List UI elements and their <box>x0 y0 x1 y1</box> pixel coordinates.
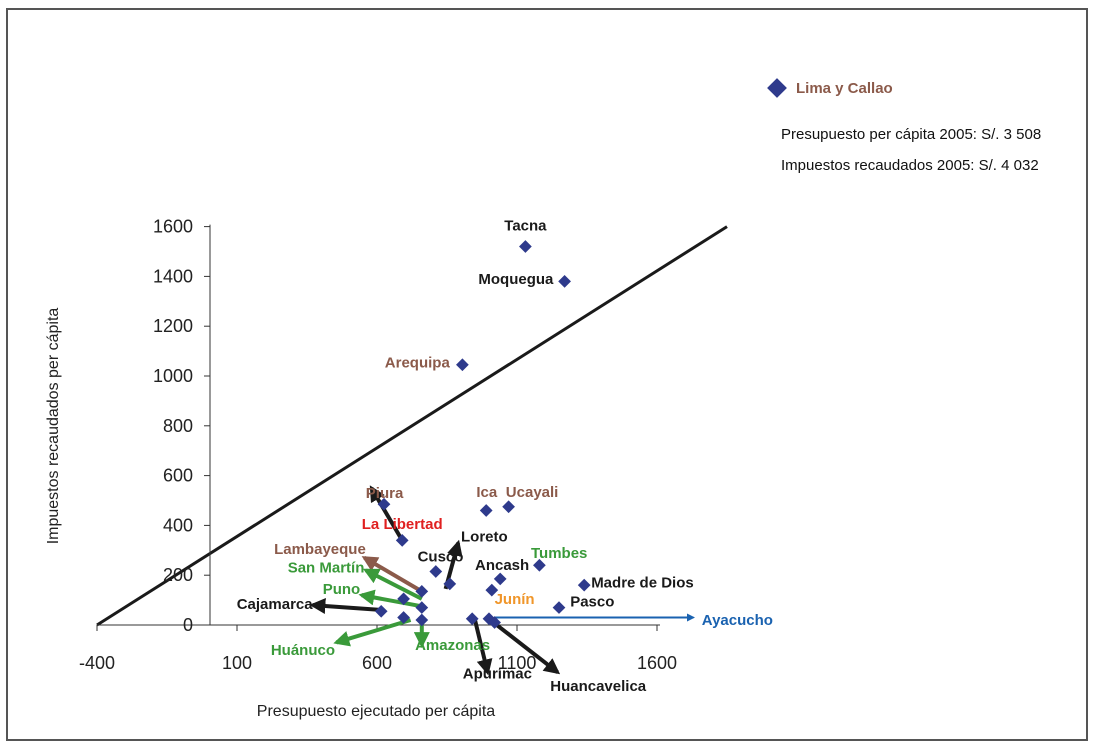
direction-arrow <box>473 619 493 676</box>
labels-group: Tacna Moquegua Arequipa Piura Ica Ucayali La L… <box>237 217 773 695</box>
axes-group: 0 200 400 600 800 1000 1200 1400 1600 -400 100 600 1… <box>79 217 677 673</box>
y-tick-label: 200 <box>163 565 193 585</box>
point-label: Arequipa <box>385 354 451 371</box>
point-marker <box>377 497 391 511</box>
point-label: Tacna <box>504 217 547 234</box>
y-tick-label: 1000 <box>153 366 193 386</box>
x-axis-label: Presupuesto ejecutado per cápita <box>257 703 495 720</box>
outlier-note-budget: Presupuesto per cápita 2005: S/. 3 508 <box>781 126 1041 143</box>
chart-frame <box>6 8 1088 741</box>
point-marker <box>493 572 507 586</box>
reference-line <box>96 225 728 627</box>
point-label: Loreto <box>461 529 508 546</box>
direction-arrow <box>489 618 561 675</box>
y-tick-label: 0 <box>183 615 193 635</box>
outlier-group: Lima y Callao Presupuesto per cápita 200… <box>767 78 1041 174</box>
point-label: Lambayeque <box>274 541 366 558</box>
point-marker <box>429 565 443 578</box>
x-tick-label: 100 <box>222 653 252 673</box>
point-label: Cajamarca <box>237 596 314 613</box>
reference-line-group <box>96 225 728 627</box>
point-label: Pasco <box>570 593 614 610</box>
y-tick-label: 800 <box>163 416 193 436</box>
point-label: San Martín <box>288 560 365 577</box>
point-label: Ayacucho <box>702 612 773 629</box>
direction-arrow <box>362 568 423 601</box>
point-marker <box>552 601 566 614</box>
point-label: Ica <box>476 484 498 501</box>
point-label: Amazonas <box>415 637 490 654</box>
direction-arrow <box>333 618 412 647</box>
y-tick-label: 600 <box>163 466 193 486</box>
point-marker <box>374 604 388 618</box>
point-marker <box>456 358 469 372</box>
point-label: Ucayali <box>506 484 559 501</box>
point-label: Madre de Dios <box>591 575 694 592</box>
direction-arrow <box>361 556 423 594</box>
x-tick-label: 1600 <box>637 653 677 673</box>
y-tick-label: 1200 <box>153 316 193 336</box>
point-marker <box>502 500 515 514</box>
direction-arrow <box>309 598 383 614</box>
point-marker <box>577 578 591 592</box>
point-marker <box>479 504 493 517</box>
point-marker <box>558 275 571 288</box>
point-label: Ancash <box>475 557 529 574</box>
point-label: Huancavelica <box>550 678 647 695</box>
point-label: Junín <box>495 591 535 608</box>
point-label: Cusco <box>418 549 464 566</box>
outlier-label: Lima y Callao <box>796 80 893 97</box>
x-tick-label: 600 <box>362 653 392 673</box>
point-label: Huánuco <box>271 642 335 659</box>
point-label: Puno <box>323 581 361 598</box>
outlier-note-taxes: Impuestos recaudados 2005: S/. 4 032 <box>781 157 1039 174</box>
point-label: Moquegua <box>478 271 554 288</box>
point-marker <box>415 613 429 627</box>
y-tick-label: 1400 <box>153 266 193 286</box>
point-label: Piura <box>366 485 404 502</box>
x-tick-label: -400 <box>79 653 115 673</box>
y-axis-label: Impuestos recaudados per cápita <box>45 308 62 545</box>
arrows-group <box>309 485 696 676</box>
direction-arrow <box>358 589 423 609</box>
point-marker <box>415 601 429 614</box>
y-tick-label: 1600 <box>153 217 193 237</box>
point-label: La Libertad <box>362 516 443 533</box>
y-tick-label: 400 <box>163 515 193 535</box>
point-label: Apurímac <box>463 666 532 683</box>
outlier-marker <box>767 78 787 98</box>
point-marker <box>519 240 532 253</box>
x-tick-label: 1100 <box>498 653 537 673</box>
direction-arrow <box>369 485 404 542</box>
point-label: Tumbes <box>531 545 587 562</box>
